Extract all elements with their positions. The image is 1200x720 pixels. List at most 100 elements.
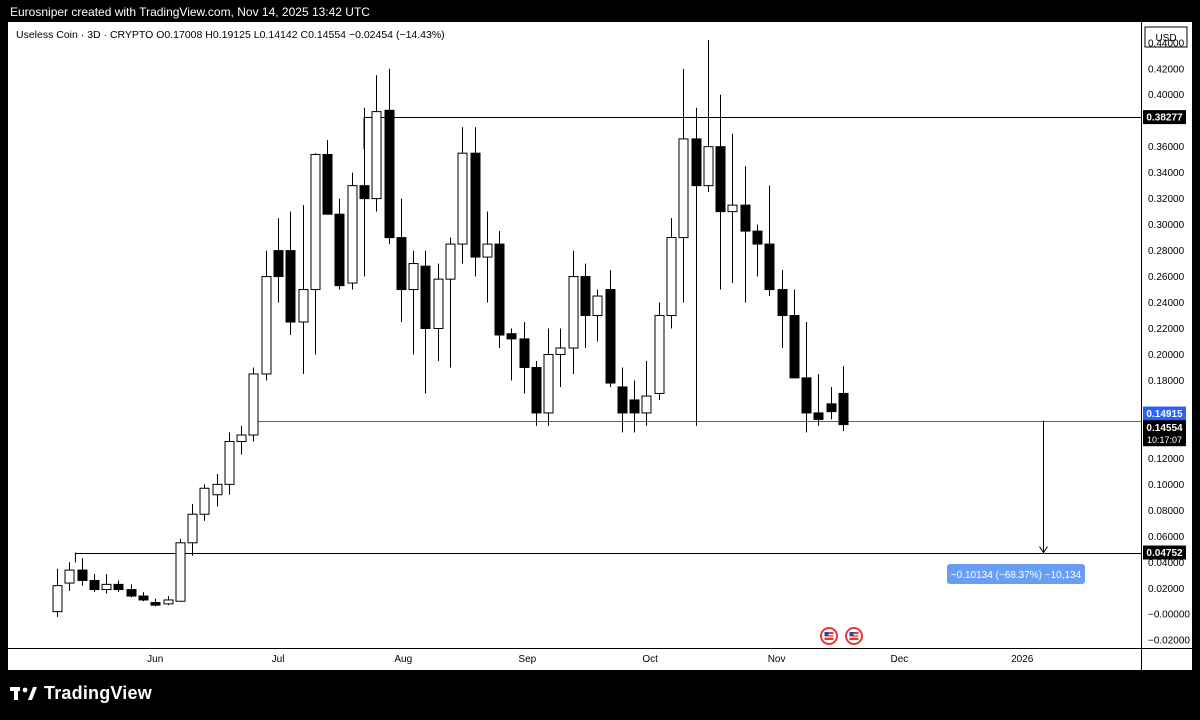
- y-tick-label: 0.22000: [1148, 324, 1185, 335]
- candle-down[interactable]: [384, 109, 395, 239]
- x-tick-label: Dec: [891, 654, 909, 665]
- candle-down[interactable]: [777, 289, 788, 317]
- currency-box[interactable]: [1144, 26, 1188, 48]
- candle-up[interactable]: [445, 243, 456, 280]
- candle-up[interactable]: [703, 146, 714, 187]
- countdown-label: 10:17:07: [1147, 435, 1182, 445]
- candle-down[interactable]: [691, 138, 702, 187]
- candle-up[interactable]: [543, 353, 554, 414]
- candle-up[interactable]: [678, 138, 689, 239]
- candle-up[interactable]: [52, 585, 63, 613]
- last-price-tag: [1143, 420, 1186, 447]
- tradingview-logo[interactable]: TradingView: [10, 683, 152, 704]
- candle-down[interactable]: [617, 386, 628, 414]
- y-tick-label: 0.42000: [1148, 64, 1185, 75]
- candle-up[interactable]: [64, 569, 75, 584]
- ohlc-legend[interactable]: Useless Coin · 3D · CRYPTO O0.17008 H0.1…: [16, 29, 445, 41]
- candle-down[interactable]: [150, 602, 161, 606]
- x-tick-label: 2026: [1011, 654, 1034, 665]
- candle-down[interactable]: [764, 243, 775, 291]
- flag-stripe-icon: [849, 636, 859, 638]
- candle-down[interactable]: [629, 399, 640, 414]
- candle-down[interactable]: [605, 289, 616, 384]
- candle-up[interactable]: [592, 295, 603, 317]
- candle-down[interactable]: [420, 265, 431, 330]
- level-price-label: 0.38277: [1146, 113, 1183, 124]
- candle-down[interactable]: [285, 250, 296, 323]
- y-tick-label: 0.12000: [1148, 454, 1185, 465]
- candle-up[interactable]: [371, 111, 382, 200]
- candle-up[interactable]: [457, 152, 468, 245]
- flag-canton-icon: [824, 632, 829, 636]
- candle-up[interactable]: [187, 513, 198, 544]
- candle-up[interactable]: [727, 204, 738, 213]
- candle-down[interactable]: [715, 146, 726, 213]
- y-tick-label: 0.26000: [1148, 272, 1185, 283]
- candle-up[interactable]: [261, 276, 272, 375]
- candle-down[interactable]: [519, 338, 530, 368]
- candle-down[interactable]: [89, 579, 100, 591]
- candle-down[interactable]: [470, 152, 481, 258]
- y-tick-label: 0.10000: [1148, 480, 1185, 491]
- candle-up[interactable]: [433, 278, 444, 330]
- candle-down[interactable]: [740, 204, 751, 232]
- y-tick-label: −0.02000: [1148, 636, 1190, 647]
- candle-up[interactable]: [347, 185, 358, 284]
- candle-up[interactable]: [199, 487, 210, 515]
- candle-up[interactable]: [248, 373, 259, 436]
- candle-down[interactable]: [580, 276, 591, 317]
- candle-up[interactable]: [236, 434, 247, 442]
- candle-down[interactable]: [838, 392, 849, 426]
- level-price-tag: [1143, 110, 1186, 125]
- candle-down[interactable]: [813, 412, 824, 420]
- candle-up[interactable]: [310, 153, 321, 291]
- candle-down[interactable]: [801, 377, 812, 414]
- x-tick-label: Nov: [768, 654, 786, 665]
- candle-down[interactable]: [113, 583, 124, 591]
- candle-down[interactable]: [77, 569, 88, 581]
- candle-down[interactable]: [826, 403, 837, 413]
- flag-canton-icon: [849, 632, 854, 636]
- candle-up[interactable]: [654, 315, 665, 394]
- candle-down[interactable]: [138, 595, 149, 601]
- level-price-label: 0.04752: [1146, 548, 1183, 559]
- x-tick-label: Jun: [147, 654, 163, 665]
- candle-down[interactable]: [273, 250, 284, 278]
- candle-up[interactable]: [408, 263, 419, 291]
- candle-up[interactable]: [212, 483, 223, 496]
- candle-down[interactable]: [334, 213, 345, 287]
- candle-up[interactable]: [163, 599, 174, 605]
- currency-label: USD: [1155, 33, 1176, 44]
- candle-up[interactable]: [224, 440, 235, 485]
- candle-down[interactable]: [752, 230, 763, 245]
- candle-up[interactable]: [641, 395, 652, 414]
- flag-stripe-icon: [824, 636, 834, 638]
- candle-up[interactable]: [175, 542, 186, 602]
- y-tick-label: 0.30000: [1148, 220, 1185, 231]
- candle-down[interactable]: [531, 366, 542, 414]
- y-tick-label: 0.32000: [1148, 194, 1185, 205]
- y-tick-label: 0.44000: [1148, 38, 1185, 49]
- candle-down[interactable]: [359, 185, 370, 200]
- candle-up[interactable]: [482, 243, 493, 258]
- candle-up[interactable]: [568, 276, 579, 349]
- created-with-text: Eurosniper created with TradingView.com,…: [10, 5, 370, 19]
- measure-label-box[interactable]: [947, 564, 1085, 584]
- candle-down[interactable]: [396, 237, 407, 291]
- y-tick-label: 0.04000: [1148, 558, 1185, 569]
- flag-stripe-icon: [824, 634, 834, 636]
- candle-up[interactable]: [101, 583, 112, 591]
- chart-frame: [8, 22, 1192, 670]
- candle-down[interactable]: [322, 153, 333, 215]
- candle-down[interactable]: [126, 589, 137, 597]
- candle-down[interactable]: [506, 333, 517, 340]
- candle-down[interactable]: [494, 243, 505, 336]
- measure-arrowhead: [1039, 546, 1048, 554]
- candle-up[interactable]: [666, 237, 677, 317]
- y-tick-label: 0.02000: [1148, 584, 1185, 595]
- level-price-tag: [1143, 545, 1186, 560]
- candle-down[interactable]: [789, 315, 800, 379]
- candle-up[interactable]: [298, 289, 309, 323]
- candle-up[interactable]: [555, 347, 566, 355]
